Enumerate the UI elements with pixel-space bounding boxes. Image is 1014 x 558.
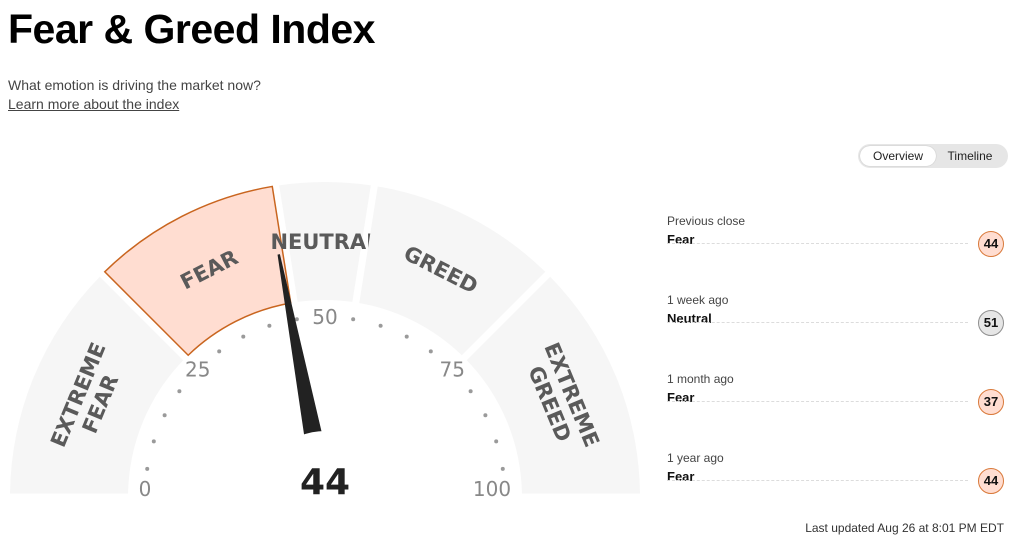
- history-item-1-year-ago: 1 year ago Fear 44: [667, 450, 1004, 529]
- gauge-tick-dot: [428, 349, 433, 354]
- gauge-tick-dot: [217, 349, 222, 354]
- gauge-tick-label-75: 75: [440, 358, 465, 382]
- gauge-tick-dot: [294, 317, 299, 322]
- history-label: 1 year ago: [667, 451, 724, 465]
- gauge-tick-dot: [404, 334, 409, 339]
- view-toggle: Overview Timeline: [858, 144, 1008, 168]
- history-rating: Fear: [667, 232, 695, 247]
- gauge-segment-label-neutral: NEUTRAL: [270, 230, 379, 254]
- page-subtitle: What emotion is driving the market now?: [8, 77, 261, 93]
- gauge-tick-dot: [378, 323, 383, 328]
- gauge-tick-dot: [151, 439, 156, 444]
- last-updated-text: Last updated Aug 26 at 8:01 PM EDT: [805, 521, 1004, 535]
- page-title: Fear & Greed Index: [8, 6, 375, 52]
- history-item-1-month-ago: 1 month ago Fear 37: [667, 371, 1004, 450]
- history-item-1-week-ago: 1 week ago Neutral 51: [667, 292, 1004, 371]
- gauge-segment-extreme-greed: [466, 276, 640, 494]
- gauge-needle: [277, 254, 323, 438]
- gauge-tick-label-0: 0: [139, 477, 152, 501]
- history-rating: Neutral: [667, 311, 712, 326]
- gauge-tick-label-25: 25: [185, 358, 210, 382]
- tab-overview[interactable]: Overview: [860, 146, 936, 166]
- history-divider: [667, 401, 968, 402]
- gauge-tick-dot: [351, 317, 356, 322]
- gauge-tick-dot: [241, 334, 246, 339]
- learn-more-link[interactable]: Learn more about the index: [8, 96, 180, 112]
- history-item-previous-close: Previous close Fear 44: [667, 213, 1004, 292]
- history-label: 1 week ago: [667, 293, 729, 307]
- history-value-badge: 44: [978, 468, 1004, 494]
- history-value-badge: 37: [978, 389, 1004, 415]
- history-divider: [667, 322, 968, 323]
- gauge-segment-neutral: [279, 182, 371, 302]
- history-value-badge: 51: [978, 310, 1004, 336]
- history-label: 1 month ago: [667, 372, 734, 386]
- tab-timeline[interactable]: Timeline: [947, 149, 993, 163]
- gauge-segment-extreme-fear: [10, 276, 184, 494]
- gauge-tick-label-100: 100: [473, 477, 511, 501]
- history-divider: [667, 243, 968, 244]
- history-rating: Fear: [667, 469, 695, 484]
- gauge-segment-fear: [103, 185, 292, 357]
- history-value-badge: 44: [978, 231, 1004, 257]
- gauge-tick-dot: [494, 439, 499, 444]
- history-rating: Fear: [667, 390, 695, 405]
- gauge-tick-dot: [267, 323, 272, 328]
- gauge-tick-dot: [162, 413, 167, 418]
- gauge-segment-greed: [359, 186, 546, 356]
- history-label: Previous close: [667, 214, 746, 228]
- gauge-tick-dot: [468, 389, 473, 394]
- gauge-hub: [259, 431, 391, 520]
- gauge-tick-dot: [483, 413, 488, 418]
- gauge-tick-dot: [145, 466, 150, 471]
- gauge-tick-dot: [177, 389, 182, 394]
- gauge-tick-label-50: 50: [312, 305, 337, 329]
- history-list: Previous close Fear 44 1 week ago Neutra…: [667, 213, 1004, 529]
- gauge-tick-dot: [500, 466, 505, 471]
- gauge-value: 44: [300, 462, 350, 503]
- history-divider: [667, 480, 968, 481]
